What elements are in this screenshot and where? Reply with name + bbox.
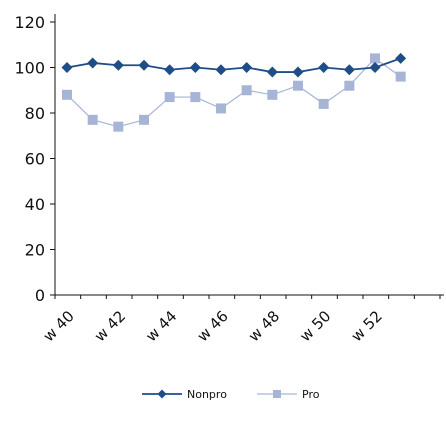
- data-point-nonpro: [318, 62, 330, 73]
- data-point-nonpro: [164, 64, 176, 76]
- data-point-pro: [395, 71, 406, 82]
- legend-label-nonpro: Nonpro: [187, 388, 227, 401]
- data-point-pro: [164, 92, 175, 103]
- y-tick-label: 20: [25, 241, 45, 260]
- x-tick-label: w 40: [40, 307, 78, 345]
- x-axis-ticks: w 40 w 42 w 44 w 46 w 48 w 50 w 52: [40, 295, 441, 345]
- data-point-nonpro: [369, 62, 381, 73]
- x-tick-label: w 52: [348, 307, 386, 345]
- data-point-nonpro: [266, 66, 278, 78]
- x-tick-label: w 48: [245, 307, 283, 345]
- data-point-nonpro: [112, 59, 124, 71]
- data-point-pro: [190, 92, 201, 103]
- legend-label-pro: Pro: [302, 388, 320, 401]
- data-point-pro: [293, 80, 303, 91]
- y-axis-ticks: 0 20 40 60 80 100 120: [14, 13, 55, 305]
- y-tick-label: 40: [25, 195, 45, 214]
- data-point-nonpro: [215, 64, 227, 76]
- x-tick-label: w 46: [194, 307, 232, 345]
- data-point-nonpro: [292, 66, 304, 78]
- y-tick-label: 0: [35, 286, 45, 305]
- legend-marker-pro: [273, 390, 281, 398]
- series-layer: [61, 52, 407, 132]
- data-point-pro: [62, 89, 72, 100]
- legend-marker-nonpro: [157, 389, 167, 399]
- data-point-nonpro: [343, 64, 355, 76]
- data-point-pro: [113, 121, 124, 132]
- data-point-nonpro: [241, 62, 253, 73]
- data-point-nonpro: [395, 52, 407, 64]
- data-point-nonpro: [61, 62, 73, 73]
- y-tick-label: 80: [25, 104, 45, 123]
- y-tick-label: 60: [25, 150, 45, 169]
- data-point-pro: [370, 53, 380, 64]
- y-tick-label: 100: [14, 59, 45, 78]
- x-tick-label: w 44: [142, 307, 180, 345]
- data-point-pro: [267, 89, 278, 100]
- data-point-nonpro: [189, 62, 201, 73]
- data-point-pro: [216, 103, 226, 114]
- data-point-pro: [318, 98, 329, 109]
- legend: Nonpro Pro: [142, 388, 320, 401]
- data-point-nonpro: [138, 59, 150, 71]
- data-point-pro: [87, 114, 98, 125]
- data-point-pro: [139, 114, 149, 125]
- x-tick-label: w 42: [91, 307, 129, 345]
- y-tick-label: 120: [14, 13, 45, 32]
- data-point-pro: [241, 85, 252, 96]
- data-point-nonpro: [87, 57, 99, 69]
- x-tick-label: w 50: [296, 307, 334, 345]
- chart-axes: [54, 14, 444, 296]
- data-point-pro: [344, 80, 355, 91]
